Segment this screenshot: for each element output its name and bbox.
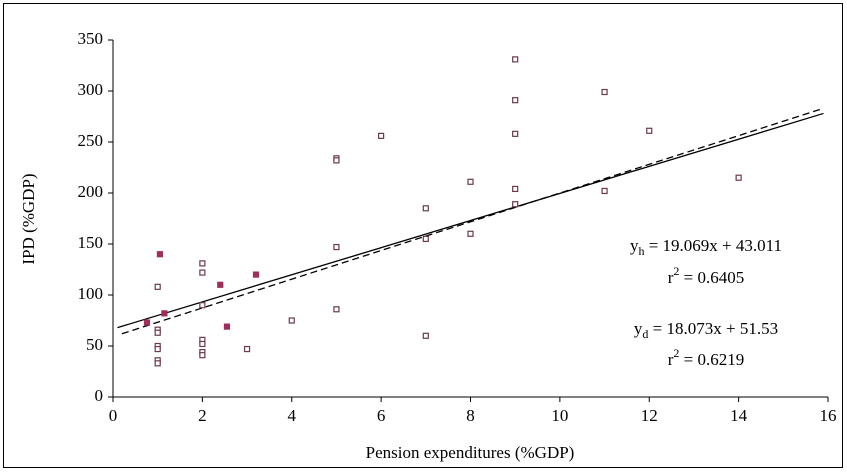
scatter-point (154, 360, 161, 367)
scatter-point (223, 323, 231, 330)
scatter-point (333, 306, 340, 313)
y-axis-label: IPD (%GDP) (19, 173, 38, 264)
x-tick-label: 12 (641, 406, 658, 425)
scatter-point (422, 332, 429, 339)
scatter-point (512, 130, 519, 137)
scatter-point (601, 88, 608, 96)
scatter-point (199, 260, 206, 267)
scatter-point (156, 251, 164, 258)
x-tick-label: 0 (109, 406, 118, 425)
scatter-point (601, 187, 608, 195)
y-tick-label: 150 (78, 233, 104, 252)
scatter-point (512, 56, 519, 63)
trend-line (117, 112, 824, 329)
x-tick-label: 6 (377, 406, 386, 425)
scatter-point (161, 310, 168, 317)
annotation-part: = 19.069x + 43.011 (644, 236, 782, 255)
scatter-point (217, 281, 224, 288)
annotation-part: y (630, 236, 639, 255)
x-tick-label: 4 (288, 406, 297, 425)
annotation-subscript: h (638, 244, 644, 258)
scatter-point (199, 340, 206, 348)
y-tick-label: 100 (78, 284, 104, 303)
y-tick-label: 300 (78, 80, 104, 99)
scatter-point (378, 132, 385, 139)
scatter-point (154, 345, 161, 353)
scatter-point (735, 174, 742, 181)
annotation: r2 = 0.6219 (668, 346, 745, 369)
scatter-point (512, 97, 519, 104)
scatter-point (154, 283, 161, 290)
x-tick-label: 16 (820, 406, 837, 425)
annotation-part: r (668, 268, 674, 287)
annotation-part: = 0.6219 (679, 350, 744, 369)
scatter-point (422, 235, 429, 242)
scatter-point (143, 319, 151, 326)
scatter-point (288, 317, 295, 324)
y-tick-label: 350 (78, 29, 104, 48)
y-tick-label: 200 (78, 182, 104, 201)
scatter-point (199, 269, 206, 276)
scatter-point (199, 302, 206, 309)
scatter-point (512, 201, 519, 208)
annotation-superscript: 2 (673, 346, 679, 360)
scatter-point (422, 205, 429, 212)
x-tick-label: 2 (198, 406, 207, 425)
annotation-part: = 18.073x + 51.53 (648, 319, 778, 338)
trend-line (121, 107, 824, 335)
x-tick-label: 8 (466, 406, 475, 425)
annotation-part: r (668, 350, 674, 369)
x-tick-label: 14 (730, 406, 748, 425)
scatter-point (333, 243, 340, 251)
annotation: r2 = 0.6405 (668, 264, 745, 287)
annotation-superscript: 2 (673, 264, 679, 278)
y-tick-label: 250 (78, 131, 104, 150)
annotation-part: = 0.6405 (679, 268, 744, 287)
x-tick-label: 10 (551, 406, 568, 425)
y-tick-label: 0 (95, 386, 104, 405)
scatter-point (512, 185, 519, 193)
scatter-point (199, 352, 206, 359)
annotation: yh = 19.069x + 43.011 (630, 236, 782, 258)
scatter-point (467, 230, 474, 237)
scatter-point (252, 271, 260, 278)
scatter-point (333, 157, 340, 164)
x-axis-label: Pension expenditures (%GDP) (366, 443, 575, 462)
scatter-point (243, 345, 251, 353)
y-tick-label: 50 (86, 335, 103, 354)
scatter-point (646, 127, 653, 134)
annotation-part: y (634, 319, 643, 338)
scatter-point (154, 329, 161, 336)
annotation-subscript: d (642, 327, 648, 341)
annotation: yd = 18.073x + 51.53 (634, 319, 778, 341)
scatter-point (467, 178, 474, 185)
